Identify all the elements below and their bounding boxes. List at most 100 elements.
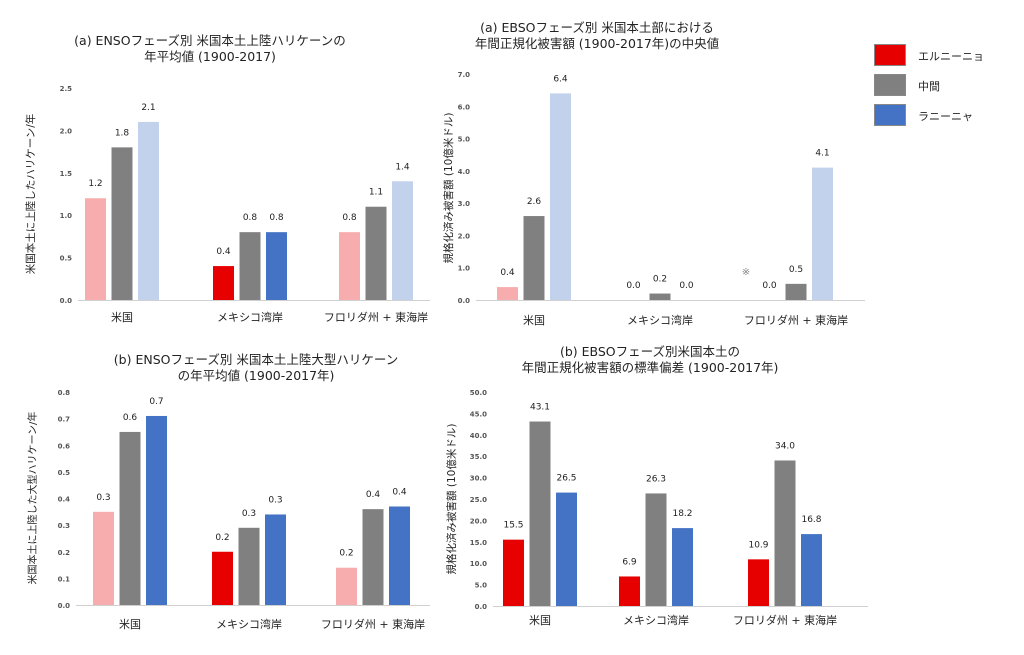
bar [238,527,260,605]
legend-item-la-nina: ラニーニャ [874,104,1024,128]
category-label: 米国 [119,618,141,631]
bar [389,506,410,605]
bar [111,147,133,300]
y-tick-label: 2.5 [60,85,73,93]
category-label: 米国 [111,311,133,324]
legend-label-neutral: 中間 [918,80,940,93]
category-label: 米国 [529,614,551,627]
bar [365,206,387,300]
bar [265,514,286,605]
bar-value-label: 2.1 [141,103,155,113]
bar [497,287,518,300]
category-label: メキシコ湾岸 [627,313,693,327]
legend-label-la-nina: ラニーニャ [918,110,973,123]
y-tick-label: 0.2 [58,549,71,557]
bar [649,293,671,300]
y-tick-label: 4.0 [458,168,471,176]
bar-value-label: 1.1 [369,188,383,198]
chart-title-line2: 年間正規化被害額の標準偏差 (1900-2017年) [521,360,779,375]
bar [529,421,551,606]
bar-value-label: 0.0 [762,281,777,291]
y-tick-label: 25.0 [470,496,487,504]
y-tick-label: 5.0 [475,582,488,590]
category-label: メキシコ湾岸 [217,310,283,324]
y-tick-label: 0.0 [458,297,471,305]
legend-swatch-el-nino [874,44,906,66]
y-tick-label: 35.0 [470,453,487,461]
bar [619,576,640,606]
y-axis-label: 米国本土に上陸したハリケーン/年 [24,114,37,275]
bar-value-label: 26.3 [646,474,666,484]
y-tick-label: 30.0 [470,475,487,483]
bar-value-label: 1.4 [395,162,410,172]
y-tick-label: 2.0 [60,127,73,135]
chart-title-line1: (b) EBSOフェーズ別米国本土の [559,344,741,359]
bar [801,534,822,606]
legend-item-el-nino: エルニーニョ [874,44,1024,68]
y-tick-label: 0.6 [58,442,71,450]
legend-item-neutral: 中間 [874,74,1024,98]
y-tick-label: 5.0 [458,136,471,144]
bar [550,93,571,300]
bar-value-label: 0.8 [269,213,284,223]
bar [93,511,114,605]
bar [812,167,833,300]
y-tick-label: 0.7 [58,416,71,424]
bar-value-label: 0.2 [215,533,229,543]
y-tick-label: 10.0 [470,560,487,568]
bar-value-label: 0.6 [123,413,138,423]
y-tick-label: 0.5 [60,255,73,263]
bar [672,528,693,606]
bar [362,509,384,605]
chart-title-line2: の年平均値 (1900-2017年) [177,368,335,383]
bar [392,181,413,300]
bar [785,283,807,300]
category-label: メキシコ湾岸 [623,613,689,627]
chart-title: (b) EBSOフェーズ別米国本土の 年間正規化被害額の標準偏差 (1900-2… [470,344,830,376]
bar [556,492,577,606]
category-label: 米国 [523,314,545,327]
y-tick-label: 0.8 [58,389,71,397]
y-axis-label: 規格化済み被害額 (10億米ドル) [445,424,458,575]
bar-value-label: 0.0 [626,281,641,291]
bar-value-label: 1.2 [88,179,102,189]
bar [645,493,667,606]
y-tick-label: 3.0 [458,200,471,208]
y-tick-label: 0.4 [58,496,71,504]
y-tick-label: 1.0 [60,212,73,220]
y-tick-label: 50.0 [470,389,487,397]
category-label: メキシコ湾岸 [216,617,282,631]
bar-value-label: 0.2 [653,275,667,285]
chart-title: (a) EBSOフェーズ別 米国本土部における 年間正規化被害額 (1900-2… [432,20,762,52]
chart-title-line2: 年平均値 (1900-2017) [144,49,276,64]
bar [239,232,261,300]
bar-value-label: 26.5 [556,474,576,484]
bar [523,216,545,300]
bar-value-label: 0.4 [366,490,381,500]
y-tick-label: 0.3 [58,522,71,530]
bar-value-label: 15.5 [503,521,523,531]
bar [503,539,524,606]
bar-value-label: 43.1 [530,403,550,413]
y-tick-label: 0.5 [58,469,71,477]
y-tick-label: 15.0 [470,539,487,547]
y-tick-label: 6.0 [458,103,471,111]
bar [212,551,233,605]
bar [748,559,769,606]
chart-title-line2: 年間正規化被害額 (1900-2017年)の中央値 [474,36,720,51]
bar-value-label: 0.7 [149,397,163,407]
bar-value-label: 0.3 [268,495,282,505]
bar [119,431,141,605]
bar [339,232,360,300]
bar-value-label: 4.1 [815,149,829,159]
category-label: フロリダ州 + 東海岸 [733,613,837,627]
y-tick-label: 1.5 [60,170,73,178]
y-tick-label: 1.0 [458,265,471,273]
y-tick-label: 2.0 [458,232,471,240]
bar-value-label: 2.6 [527,197,542,207]
chart-title-line1: (a) ENSOフェーズ別 米国本土上陸ハリケーンの [74,33,346,48]
bar-value-label: 0.4 [392,487,407,497]
